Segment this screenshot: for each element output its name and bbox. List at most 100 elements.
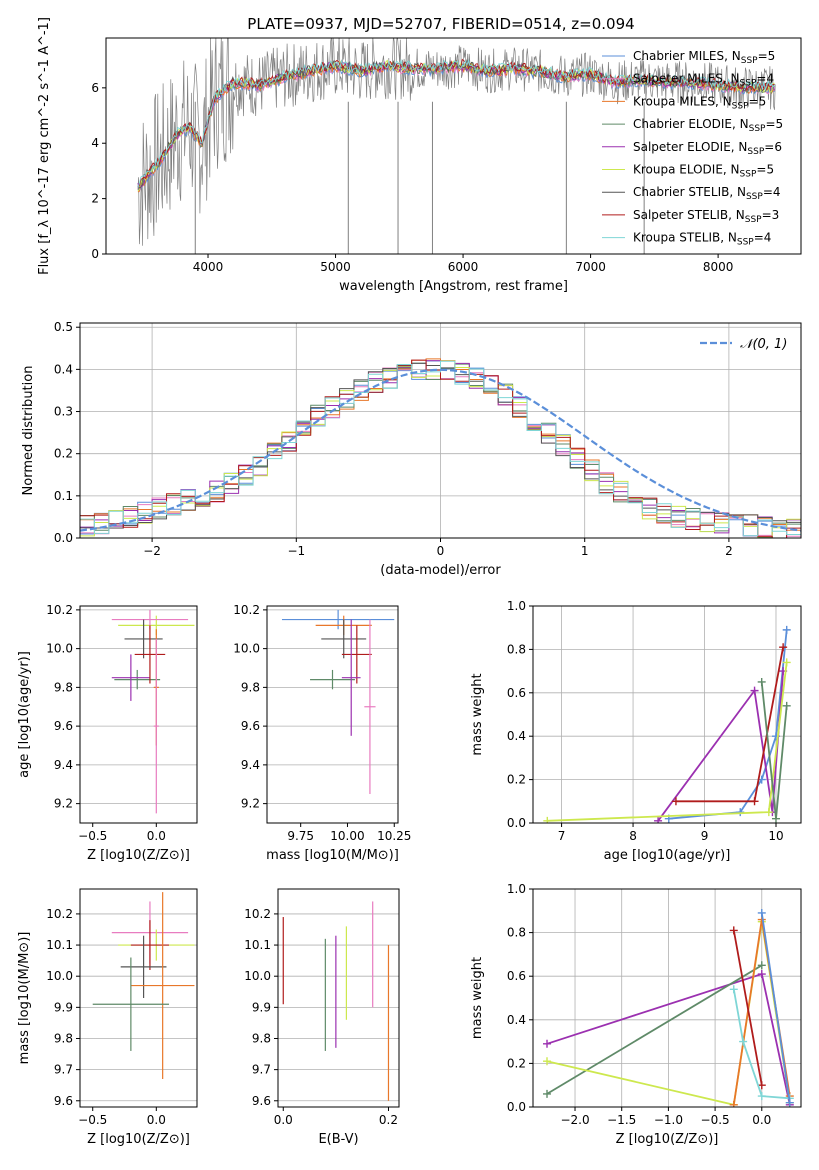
x-tick-label: −1.5 (607, 1113, 636, 1127)
y-tick-label: 10.2 (233, 603, 260, 617)
plot-area (80, 358, 801, 538)
y-tick-label: 0.2 (54, 447, 73, 461)
plot-area (281, 609, 395, 794)
x-axis-label: Z [log10(Z/Z⊙)] (87, 848, 190, 863)
y-tick-label: 2 (91, 192, 99, 206)
y-tick-label: 0.0 (507, 816, 526, 830)
y-tick-label: 0.4 (54, 362, 73, 376)
weight-marker (771, 814, 780, 823)
legend-label: 𝒩(0, 1) (740, 337, 787, 352)
axes-frame (277, 888, 400, 1108)
y-tick-label: 0.0 (54, 531, 73, 545)
y-tick-label: 0.4 (507, 729, 526, 743)
axes-frame (266, 605, 399, 824)
y-axis-label: mass weight (470, 673, 485, 755)
x-tick-label: −1 (287, 544, 305, 558)
weight-line-chabrier_elodie (760, 681, 788, 819)
x-axis-label: (data-model)/error (380, 563, 501, 578)
legend-value: =5 (756, 163, 774, 177)
y-tick-label: 10.2 (244, 907, 271, 921)
weight-marker (782, 701, 791, 710)
x-tick-label: 2 (725, 544, 733, 558)
y-tick-label: 10.0 (46, 642, 73, 656)
weight-marker (750, 797, 759, 806)
x-tick-label: −1.0 (654, 1113, 683, 1127)
y-tick-label: 9.9 (252, 1000, 271, 1014)
x-tick-label: 6000 (448, 260, 479, 274)
figure-title: PLATE=0937, MJD=52707, FIBERID=0514, z=0… (247, 15, 634, 33)
y-tick-label: 9.8 (54, 680, 73, 694)
weight-marker (779, 643, 788, 652)
legend-value: =5 (749, 94, 767, 108)
chart-mass_vs_ebv: 0.0 0.2 9.6 9.7 9.8 9.9 10.0 10.1 10.2 E(B-V) (244, 888, 400, 1147)
y-tick-label: 9.6 (252, 1094, 271, 1108)
legend-label: Kroupa STELIB, NSSP=4 (633, 231, 771, 248)
plot-area (137, 38, 776, 254)
y-tick-label: 0.0 (507, 1100, 526, 1114)
chart-weight_vs_age: 7 8 9 10 0.0 0.2 0.4 0.6 0.8 1.0 age [log10(age/yr… (470, 599, 802, 863)
y-tick-label: 9.7 (54, 1063, 73, 1077)
legend-sub: SSP (740, 79, 757, 89)
y-tick-label: 0.8 (507, 642, 526, 656)
y-tick-label: 6 (91, 81, 99, 95)
weight-line-chabrier_elodie (546, 964, 763, 1095)
axes-frame (532, 605, 802, 824)
spectrum-model-line-kroupa_stelib (137, 58, 775, 188)
weight-marker (736, 808, 745, 817)
x-tick-label: 8 (629, 829, 637, 843)
legend-value: =6 (764, 140, 782, 154)
x-tick-label: 5000 (320, 260, 351, 274)
weight-marker (757, 1092, 766, 1101)
x-tick-label: 0.0 (147, 1113, 166, 1127)
y-axis-label: mass weight (470, 957, 485, 1039)
y-tick-label: 10.0 (233, 642, 260, 656)
legend-value: =4 (754, 231, 772, 245)
weight-line-salpeter_stelib (732, 930, 763, 1086)
legend-sub: SSP (746, 192, 763, 202)
weight-marker (654, 816, 663, 823)
y-tick-label: 9.7 (252, 1063, 271, 1077)
y-tick-label: 9.6 (54, 719, 73, 733)
chart-age_vs_mass: 9.75 10.00 10.25 9.2 9.4 9.6 9.8 10.0 10.2 mass [… (233, 603, 411, 863)
y-tick-label: 9.2 (54, 797, 73, 811)
y-tick-label: 9.8 (54, 1031, 73, 1045)
legend-sub: SSP (732, 101, 749, 111)
chart-residuals: 𝒩(0, 1) −2 −1 0 1 2 0.0 0.1 0.2 0.3 0.4 0.5 (data-mo… (21, 320, 802, 578)
x-tick-label: 0.0 (752, 1113, 771, 1127)
weight-marker (764, 808, 773, 817)
y-tick-label: 9.8 (241, 680, 260, 694)
weight-marker (543, 816, 552, 823)
x-tick-label: 0.0 (147, 829, 166, 843)
y-axis-label: Normed distribution (21, 366, 36, 496)
y-tick-label: 0 (91, 247, 99, 261)
x-tick-label: −0.5 (78, 1113, 107, 1127)
y-tick-label: 0.1 (54, 489, 73, 503)
y-tick-label: 1.0 (507, 882, 526, 896)
weight-marker (729, 1100, 738, 1107)
weight-marker (782, 625, 791, 634)
y-tick-label: 4 (91, 136, 99, 150)
legend-sub: SSP (749, 124, 766, 134)
y-axis-label: Flux [f_λ 10^-17 erg cm^-2 s^-1 A^-1] (37, 17, 52, 275)
y-tick-label: 9.4 (241, 758, 260, 772)
weight-marker (757, 961, 766, 970)
weight-marker (729, 926, 738, 935)
weight-marker (543, 1057, 552, 1066)
legend-value: =4 (756, 72, 774, 86)
x-tick-label: 0 (437, 544, 445, 558)
y-tick-label: 0.5 (54, 320, 73, 334)
x-tick-label: 7 (558, 829, 566, 843)
x-tick-label: 0.2 (379, 1113, 398, 1127)
y-tick-label: 9.9 (54, 1000, 73, 1014)
y-tick-label: 10.0 (46, 969, 73, 983)
weight-marker (543, 1089, 552, 1098)
x-tick-label: 1 (581, 544, 589, 558)
legend-sub: SSP (740, 170, 757, 180)
x-axis-label: mass [log10(M/M⊙)] (266, 848, 399, 863)
x-axis-label: Z [log10(Z/Z⊙)] (87, 1132, 190, 1147)
legend-label: Kroupa MILES, NSSP=5 (633, 94, 766, 111)
weight-line-chabrier_miles (760, 912, 791, 1103)
y-tick-label: 10.2 (46, 603, 73, 617)
plot-area (111, 609, 195, 814)
